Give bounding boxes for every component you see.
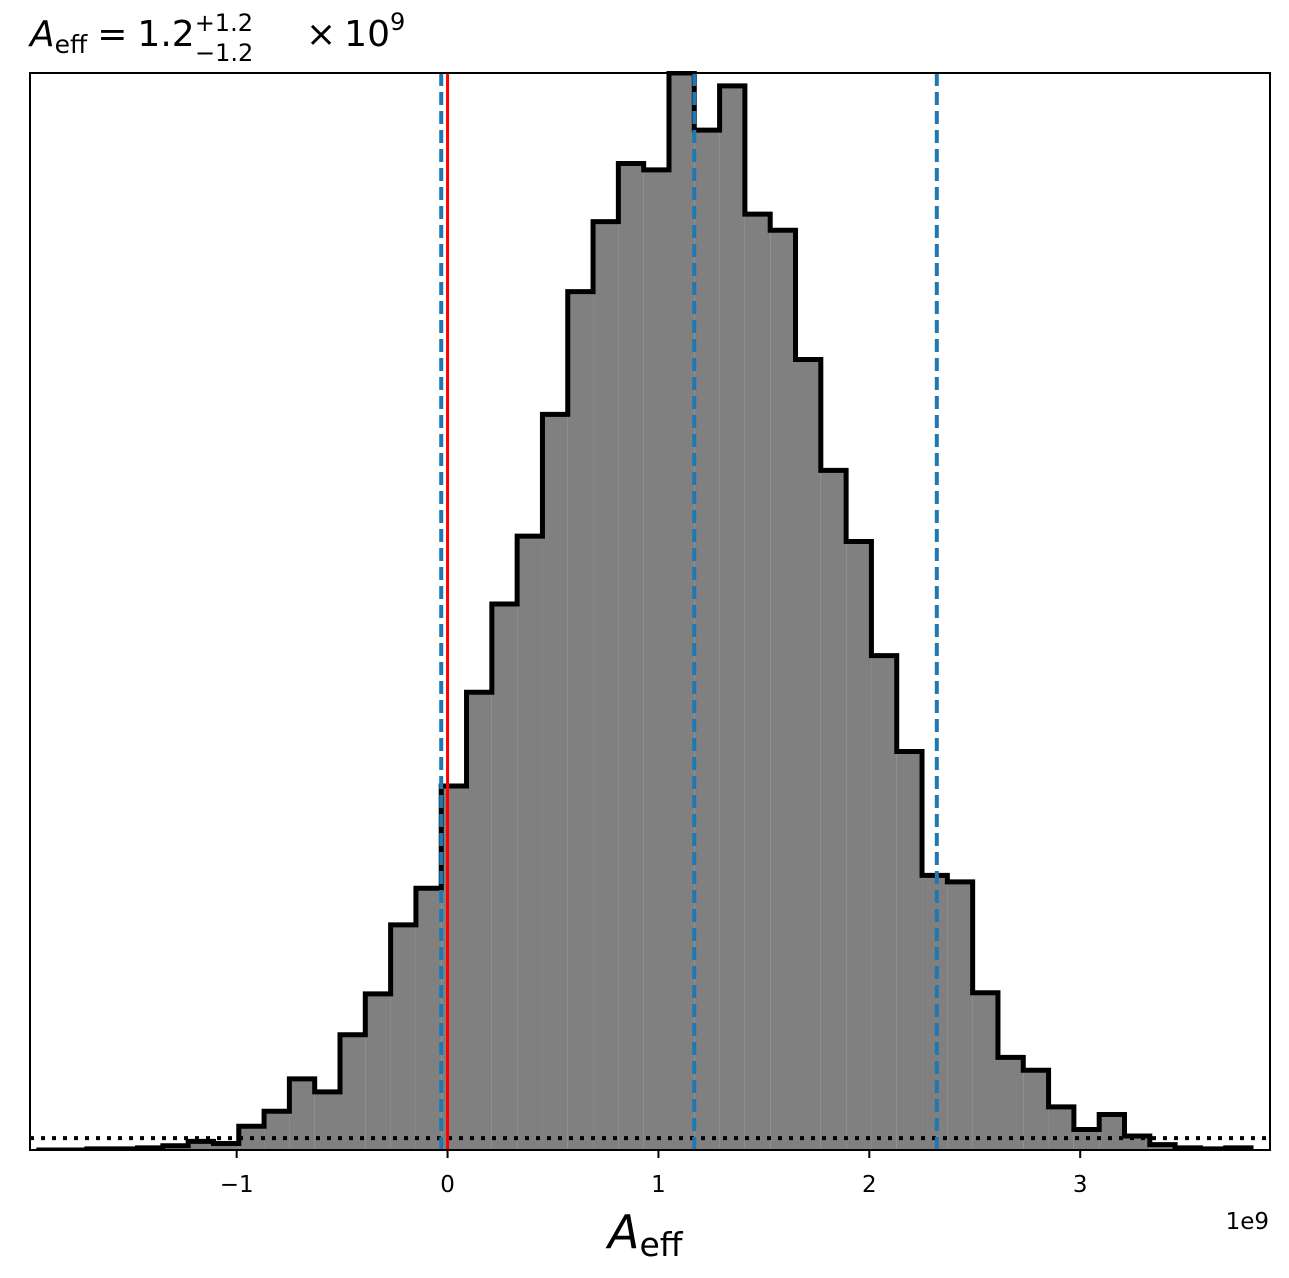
histogram-bar — [1149, 1144, 1176, 1150]
histogram-bar — [567, 291, 594, 1150]
axes-frame — [29, 72, 1271, 1151]
histogram-bar — [770, 230, 796, 1150]
title-value: 1.2 — [137, 14, 194, 55]
histogram-bar — [593, 221, 619, 1150]
xlabel-subscript: eff — [639, 1225, 683, 1264]
histogram-bar — [618, 163, 644, 1150]
x-tick-label: 3 — [1073, 1172, 1088, 1198]
histogram-bar — [922, 875, 948, 1150]
title-subscript: eff — [55, 30, 88, 59]
histogram-bar — [719, 85, 745, 1150]
histogram-bar — [542, 414, 568, 1150]
histogram-bar — [415, 888, 442, 1150]
title-symbol: A — [28, 14, 55, 55]
histogram-bar — [517, 536, 543, 1150]
title-times: × — [306, 14, 336, 55]
histogram-bar — [997, 1057, 1024, 1150]
x-axis-label: Aeff — [605, 1205, 684, 1264]
histogram-bar — [643, 169, 669, 1150]
histogram-bar — [871, 655, 897, 1150]
axis-offset-label: 1e9 — [1226, 1209, 1269, 1235]
x-tick-label: 0 — [440, 1172, 455, 1198]
histogram-bar — [668, 73, 695, 1150]
histogram-bar — [314, 1091, 340, 1150]
title-exponent: 9 — [390, 8, 405, 36]
histogram-bar — [896, 751, 923, 1150]
histogram-bar — [947, 881, 973, 1150]
histogram-bar — [466, 692, 492, 1150]
histogram-bar — [744, 214, 771, 1150]
plot-area: −1 0 1 2 3 — [29, 71, 1271, 1198]
title-base: 10 — [344, 14, 390, 55]
histogram-bar — [390, 924, 416, 1150]
histogram-bar — [972, 992, 998, 1150]
histogram-bar — [1099, 1114, 1125, 1150]
histogram-bar — [795, 359, 821, 1150]
histogram-bar — [1048, 1106, 1074, 1150]
histogram-bar — [820, 470, 847, 1150]
histogram-bar — [340, 1034, 366, 1150]
x-tick-label: 1 — [651, 1172, 666, 1198]
histogram-bar — [491, 603, 518, 1150]
histogram-bar — [289, 1078, 315, 1150]
histogram-bar — [441, 785, 467, 1150]
histogram-outline — [36, 71, 1254, 1150]
title-upper-error: +1.2 — [195, 9, 253, 37]
histogram-bar — [264, 1111, 290, 1150]
histogram-bar — [846, 541, 872, 1150]
chart-title: Aeff = 1.2+1.2 −1.2 × 109 — [28, 8, 405, 67]
histogram-bar — [365, 993, 391, 1150]
title-lower-error: −1.2 — [195, 39, 253, 67]
x-tick-label: 2 — [862, 1172, 877, 1198]
x-tick-label: −1 — [220, 1172, 254, 1198]
title-equals: = — [97, 14, 127, 55]
histogram-bar — [213, 1143, 239, 1150]
histogram-bar — [694, 130, 720, 1150]
xlabel-symbol: A — [605, 1205, 639, 1259]
histogram-bar — [188, 1141, 214, 1150]
